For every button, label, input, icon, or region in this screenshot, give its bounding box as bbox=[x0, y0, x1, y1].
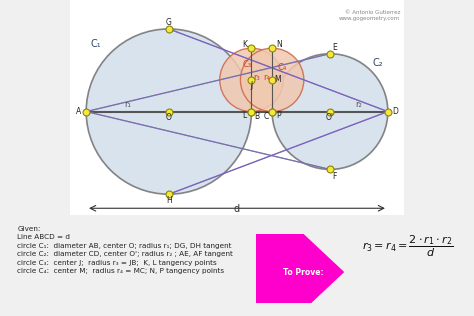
Text: L: L bbox=[243, 111, 247, 120]
Circle shape bbox=[240, 48, 304, 112]
Text: B: B bbox=[255, 112, 260, 121]
Text: r₁: r₁ bbox=[124, 100, 131, 109]
Text: C₄: C₄ bbox=[277, 63, 287, 72]
Circle shape bbox=[272, 54, 388, 169]
Text: G: G bbox=[166, 18, 172, 27]
Text: O': O' bbox=[326, 113, 334, 122]
Text: A: A bbox=[76, 107, 82, 116]
Text: J: J bbox=[250, 81, 253, 90]
Text: N: N bbox=[276, 40, 282, 49]
Text: d: d bbox=[234, 204, 240, 214]
Text: © Antonio Gutierrez: © Antonio Gutierrez bbox=[345, 10, 400, 15]
Text: Given:
Line ABCD = d
circle C₁:  diameter AB, center O; radius r₁; DG, DH tangen: Given: Line ABCD = d circle C₁: diameter… bbox=[17, 226, 233, 274]
Text: E: E bbox=[333, 43, 337, 52]
Text: r₄: r₄ bbox=[264, 73, 271, 82]
Text: P: P bbox=[276, 111, 281, 120]
Text: www.gogeometry.com: www.gogeometry.com bbox=[339, 16, 400, 21]
Text: C₃: C₃ bbox=[243, 60, 252, 70]
Text: K: K bbox=[242, 40, 247, 49]
Text: $r_3 = r_4 = \dfrac{2 \cdot r_1 \cdot r_2}{d}$: $r_3 = r_4 = \dfrac{2 \cdot r_1 \cdot r_… bbox=[362, 233, 453, 258]
Text: C₁: C₁ bbox=[91, 39, 101, 49]
Text: O: O bbox=[166, 113, 172, 122]
Text: F: F bbox=[333, 172, 337, 180]
Text: r₃: r₃ bbox=[253, 73, 260, 82]
FancyArrowPatch shape bbox=[177, 116, 343, 316]
Circle shape bbox=[220, 48, 283, 112]
Circle shape bbox=[86, 29, 252, 194]
Text: C: C bbox=[264, 112, 269, 121]
Text: M: M bbox=[274, 76, 281, 84]
Text: D: D bbox=[392, 107, 398, 116]
Text: r₂: r₂ bbox=[356, 100, 362, 109]
Text: To Prove:: To Prove: bbox=[283, 268, 324, 276]
FancyBboxPatch shape bbox=[70, 0, 404, 215]
Text: C₂: C₂ bbox=[373, 58, 383, 69]
Text: H: H bbox=[166, 196, 172, 205]
